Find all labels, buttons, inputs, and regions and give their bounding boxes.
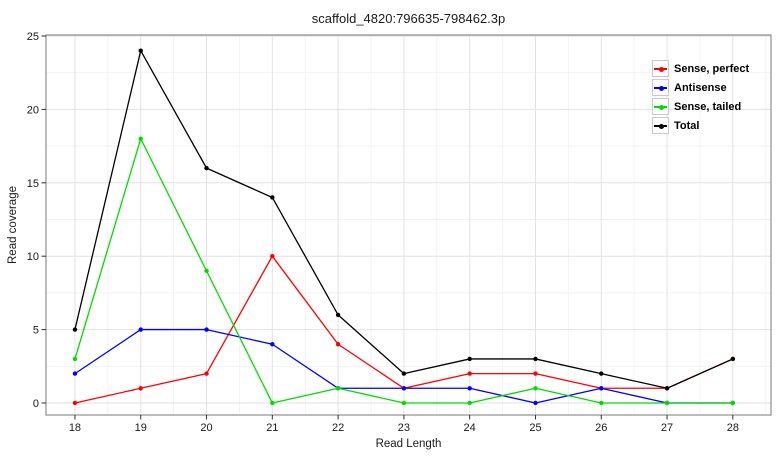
legend-point-icon	[658, 104, 664, 110]
data-point-total	[270, 195, 275, 200]
data-point-sense-tailed	[599, 400, 604, 406]
data-point-sense-perfect	[204, 371, 209, 376]
data-point-sense-tailed	[138, 136, 143, 141]
legend-item-total: Total	[652, 117, 749, 134]
data-point-total	[467, 356, 472, 362]
legend-key-icon	[652, 79, 669, 96]
legend-key-icon	[652, 98, 669, 115]
x-tick-label: 22	[332, 422, 344, 434]
y-tick-label: 0	[33, 398, 39, 410]
data-point-antisense	[401, 386, 407, 391]
legend-key-icon	[652, 60, 669, 77]
legend-label: Total	[674, 119, 700, 132]
data-point-sense-tailed	[204, 268, 209, 274]
chart-title: scaffold_4820:796635-798462.3p	[311, 11, 506, 26]
legend-label: Antisense	[674, 81, 727, 94]
data-point-sense-tailed	[467, 400, 472, 406]
legend-point-icon	[658, 123, 664, 129]
data-point-total	[138, 48, 143, 53]
x-tick-label: 20	[200, 422, 212, 434]
data-point-total	[335, 312, 341, 318]
data-point-sense-perfect	[533, 371, 538, 376]
data-point-total	[730, 356, 736, 362]
legend-key-icon	[652, 117, 669, 134]
legend-label: Sense, tailed	[674, 100, 742, 113]
data-point-antisense	[138, 327, 143, 332]
x-tick-label: 25	[529, 422, 541, 434]
data-point-sense-perfect	[72, 400, 78, 406]
data-point-antisense	[204, 327, 209, 332]
data-point-sense-tailed	[270, 400, 275, 406]
x-tick-label: 26	[595, 422, 607, 434]
data-point-sense-tailed	[335, 386, 341, 391]
axis-tick-labels: 18 19 20 21 22 23 24 25 26 27 28 0 5 10 15 20 25	[27, 31, 739, 434]
legend-point-icon	[658, 66, 664, 72]
x-tick-label: 27	[661, 422, 673, 434]
legend-item-sense-perfect: Sense, perfect	[652, 60, 749, 77]
data-point-sense-perfect	[270, 253, 275, 259]
grid-minor	[46, 35, 771, 415]
series-sense-tailed	[72, 136, 736, 406]
x-tick-label: 23	[398, 422, 410, 434]
data-point-sense-tailed	[401, 400, 407, 406]
data-point-antisense	[72, 371, 78, 376]
series-total	[72, 48, 736, 391]
data-point-total	[599, 371, 604, 376]
legend-label: Sense, perfect	[674, 62, 750, 75]
data-point-antisense	[467, 386, 472, 391]
y-tick-label: 15	[27, 178, 39, 190]
data-point-total	[72, 327, 78, 332]
y-tick-label: 5	[33, 325, 39, 337]
data-point-sense-perfect	[138, 386, 143, 391]
data-point-sense-tailed	[533, 386, 538, 391]
y-tick-label: 25	[27, 31, 39, 43]
y-tick-label: 10	[27, 251, 39, 263]
legend-point-icon	[658, 85, 664, 91]
legend-item-antisense: Antisense	[652, 79, 749, 96]
axis-ticks	[41, 35, 734, 420]
x-tick-label: 28	[727, 422, 739, 434]
x-axis-label: Read Length	[375, 438, 442, 450]
data-point-sense-tailed	[730, 400, 736, 406]
data-point-antisense	[270, 342, 275, 347]
data-point-total	[533, 356, 538, 362]
x-tick-label: 19	[135, 422, 147, 434]
data-point-sense-tailed	[72, 356, 78, 362]
data-point-sense-perfect	[335, 342, 341, 347]
y-tick-label: 20	[27, 104, 39, 116]
y-axis-label: Read coverage	[7, 186, 19, 264]
panel-border	[45, 34, 772, 416]
x-tick-label: 24	[464, 422, 476, 434]
data-point-total	[664, 386, 670, 391]
data-point-total	[204, 165, 209, 171]
data-point-sense-tailed	[664, 400, 670, 406]
data-point-sense-perfect	[467, 371, 472, 376]
data-point-total	[401, 371, 407, 376]
data-point-antisense	[533, 400, 538, 406]
data-point-antisense	[599, 386, 604, 391]
legend-item-sense-tailed: Sense, tailed	[652, 98, 749, 115]
legend: Sense, perfect Antisense Sense, tailed Tota…	[652, 60, 749, 136]
x-tick-label: 21	[266, 422, 278, 434]
x-tick-label: 18	[69, 422, 81, 434]
